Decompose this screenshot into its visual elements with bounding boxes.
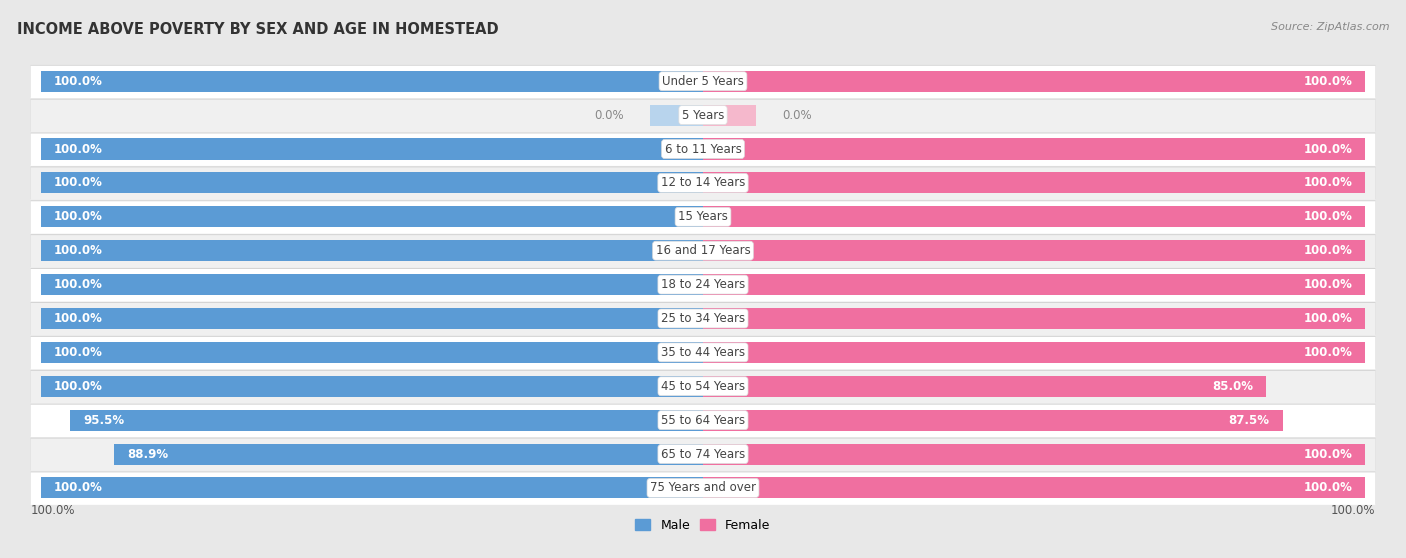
Bar xyxy=(703,138,1365,160)
Text: 100.0%: 100.0% xyxy=(1303,176,1353,189)
FancyBboxPatch shape xyxy=(31,302,1375,335)
Bar xyxy=(41,240,703,261)
FancyBboxPatch shape xyxy=(31,99,1375,131)
Text: 95.5%: 95.5% xyxy=(83,413,125,427)
FancyBboxPatch shape xyxy=(31,235,1375,268)
Text: 65 to 74 Years: 65 to 74 Years xyxy=(661,448,745,460)
Text: Source: ZipAtlas.com: Source: ZipAtlas.com xyxy=(1271,22,1389,32)
Bar xyxy=(703,206,1365,227)
Text: 15 Years: 15 Years xyxy=(678,210,728,223)
FancyBboxPatch shape xyxy=(31,404,1375,436)
FancyBboxPatch shape xyxy=(31,337,1375,369)
FancyBboxPatch shape xyxy=(31,268,1375,301)
Bar xyxy=(41,274,703,295)
Text: 100.0%: 100.0% xyxy=(1303,482,1353,494)
FancyBboxPatch shape xyxy=(31,65,1375,98)
Text: 100.0%: 100.0% xyxy=(53,244,103,257)
FancyBboxPatch shape xyxy=(31,133,1375,166)
Text: 12 to 14 Years: 12 to 14 Years xyxy=(661,176,745,189)
FancyBboxPatch shape xyxy=(31,200,1375,233)
FancyBboxPatch shape xyxy=(31,336,1375,369)
Bar xyxy=(703,342,1365,363)
FancyBboxPatch shape xyxy=(31,133,1375,165)
Bar xyxy=(703,444,1365,465)
Text: 18 to 24 Years: 18 to 24 Years xyxy=(661,278,745,291)
FancyBboxPatch shape xyxy=(31,99,1375,132)
Bar xyxy=(703,308,1365,329)
Text: 100.0%: 100.0% xyxy=(1303,278,1353,291)
Bar xyxy=(650,104,703,126)
Bar xyxy=(41,308,703,329)
Text: 6 to 11 Years: 6 to 11 Years xyxy=(665,142,741,156)
Text: 100.0%: 100.0% xyxy=(1303,448,1353,460)
Text: INCOME ABOVE POVERTY BY SEX AND AGE IN HOMESTEAD: INCOME ABOVE POVERTY BY SEX AND AGE IN H… xyxy=(17,22,499,37)
Bar xyxy=(41,172,703,194)
Bar xyxy=(703,172,1365,194)
Text: 100.0%: 100.0% xyxy=(53,278,103,291)
FancyBboxPatch shape xyxy=(31,269,1375,301)
Bar xyxy=(70,410,703,431)
Text: 100.0%: 100.0% xyxy=(1303,75,1353,88)
FancyBboxPatch shape xyxy=(31,66,1375,98)
Bar xyxy=(41,478,703,498)
Text: 88.9%: 88.9% xyxy=(128,448,169,460)
Text: 35 to 44 Years: 35 to 44 Years xyxy=(661,346,745,359)
Text: 100.0%: 100.0% xyxy=(31,504,75,517)
Text: 75 Years and over: 75 Years and over xyxy=(650,482,756,494)
Text: 100.0%: 100.0% xyxy=(53,75,103,88)
FancyBboxPatch shape xyxy=(31,201,1375,234)
Text: 100.0%: 100.0% xyxy=(53,346,103,359)
Bar xyxy=(114,444,703,465)
Text: 25 to 34 Years: 25 to 34 Years xyxy=(661,312,745,325)
FancyBboxPatch shape xyxy=(31,439,1375,471)
Text: 100.0%: 100.0% xyxy=(53,210,103,223)
Text: 0.0%: 0.0% xyxy=(783,109,813,122)
Text: 0.0%: 0.0% xyxy=(593,109,623,122)
FancyBboxPatch shape xyxy=(31,473,1375,505)
FancyBboxPatch shape xyxy=(31,303,1375,335)
Bar xyxy=(703,274,1365,295)
Text: 100.0%: 100.0% xyxy=(53,176,103,189)
Bar xyxy=(703,240,1365,261)
Text: 55 to 64 Years: 55 to 64 Years xyxy=(661,413,745,427)
Bar xyxy=(703,478,1365,498)
FancyBboxPatch shape xyxy=(31,167,1375,200)
Bar xyxy=(703,104,756,126)
Text: 100.0%: 100.0% xyxy=(53,142,103,156)
Bar xyxy=(703,410,1282,431)
FancyBboxPatch shape xyxy=(31,472,1375,504)
Text: 85.0%: 85.0% xyxy=(1212,380,1253,393)
Bar xyxy=(41,206,703,227)
Text: 100.0%: 100.0% xyxy=(53,482,103,494)
Text: 100.0%: 100.0% xyxy=(1303,210,1353,223)
FancyBboxPatch shape xyxy=(31,371,1375,403)
Text: 100.0%: 100.0% xyxy=(1303,312,1353,325)
FancyBboxPatch shape xyxy=(31,234,1375,267)
Bar xyxy=(703,71,1365,92)
FancyBboxPatch shape xyxy=(31,405,1375,437)
Text: Under 5 Years: Under 5 Years xyxy=(662,75,744,88)
FancyBboxPatch shape xyxy=(31,167,1375,199)
Text: 100.0%: 100.0% xyxy=(53,380,103,393)
FancyBboxPatch shape xyxy=(31,370,1375,402)
Text: 87.5%: 87.5% xyxy=(1229,413,1270,427)
Text: 45 to 54 Years: 45 to 54 Years xyxy=(661,380,745,393)
Legend: Male, Female: Male, Female xyxy=(630,514,776,537)
Text: 100.0%: 100.0% xyxy=(1303,244,1353,257)
Bar xyxy=(703,376,1265,397)
Text: 16 and 17 Years: 16 and 17 Years xyxy=(655,244,751,257)
Text: 100.0%: 100.0% xyxy=(53,312,103,325)
Text: 100.0%: 100.0% xyxy=(1331,504,1375,517)
Text: 5 Years: 5 Years xyxy=(682,109,724,122)
Bar xyxy=(41,138,703,160)
FancyBboxPatch shape xyxy=(31,438,1375,470)
Bar xyxy=(41,71,703,92)
Text: 100.0%: 100.0% xyxy=(1303,346,1353,359)
Bar xyxy=(41,342,703,363)
Text: 100.0%: 100.0% xyxy=(1303,142,1353,156)
Bar xyxy=(41,376,703,397)
